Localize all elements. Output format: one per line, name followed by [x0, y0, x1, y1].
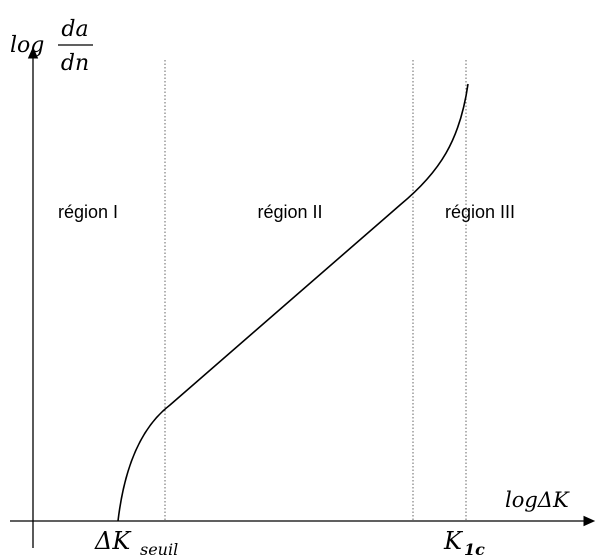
marker-symbol: ΔK — [94, 527, 132, 555]
region-label: région II — [257, 202, 322, 222]
marker-subscript: 1c — [464, 540, 485, 557]
marker-symbol: K — [443, 527, 464, 555]
y-label-denominator: dn — [61, 51, 89, 76]
y-label-numerator: da — [61, 17, 88, 42]
marker-subscript: seuil — [140, 540, 178, 557]
x-label: logΔK — [505, 488, 570, 512]
region-label: région I — [58, 202, 118, 222]
y-label-prefix: log — [10, 33, 44, 58]
region-label: région III — [445, 202, 515, 222]
growth-curve — [117, 83, 469, 522]
